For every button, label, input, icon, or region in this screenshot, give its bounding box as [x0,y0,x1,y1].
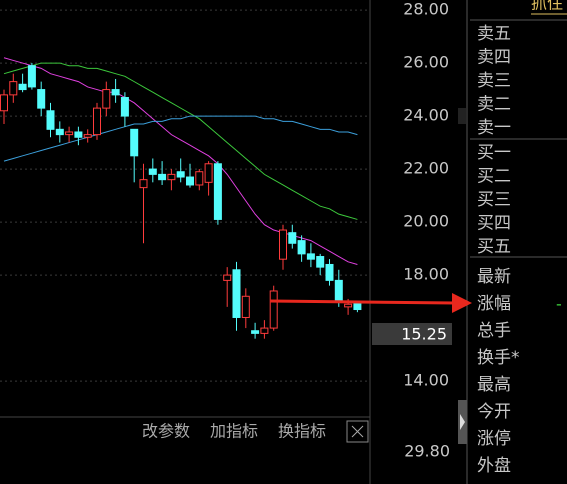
candle-body [186,176,194,186]
candle-body [167,173,176,181]
candle-body [232,269,241,318]
candle-body [279,229,287,260]
candle-body [55,128,64,136]
candle-body [260,327,269,334]
field-label: 外盘 [477,456,511,476]
y-tick-label: 26.00 [403,53,449,72]
moving-average [3,57,358,265]
candle-body [74,131,83,138]
candle-body [213,163,222,220]
toolbar-button[interactable]: 改参数 [142,422,190,441]
candle-body [241,295,250,318]
candle-body [111,89,120,96]
candle-body [204,163,213,183]
close-button[interactable] [346,420,369,443]
panel-title[interactable]: 抓住 [531,0,563,13]
y-tick-label: 28.00 [403,0,449,19]
moving-average [3,62,358,220]
ask-label: 卖五 [477,24,511,44]
candle-body [195,171,204,186]
candle-body [176,171,185,178]
candle-body [251,330,260,334]
candle-body [93,107,101,136]
bid-label: 买一 [477,143,511,163]
field-label: 涨幅 [477,294,511,314]
price-tag-box [372,323,452,345]
candle-body [27,65,36,88]
y-tick-label: 14.00 [403,371,449,390]
arrow-shaft [269,299,456,305]
candle-body [139,179,148,189]
bid-label: 买四 [477,214,511,234]
field-label: 换手* [477,348,520,368]
candle-body [325,263,334,281]
candle-body [65,131,74,136]
field-label: 今开 [477,402,511,422]
ask-label: 卖四 [477,48,511,68]
candle-body [334,279,343,303]
candle-body [269,290,278,329]
candle-body [37,89,46,109]
ask-label: 卖二 [477,95,511,115]
candle-body [120,97,129,117]
candle-body [130,128,139,157]
candle-body [83,134,92,138]
candle-body [316,256,325,268]
field-label: 涨停 [477,429,511,449]
indicator-axis-label: 29.80 [404,442,450,461]
candle-body [102,89,111,109]
field-label: 总手 [477,321,511,341]
bid-label: 买三 [477,190,511,210]
y-tick-label: 18.00 [403,265,449,284]
candle-body [344,303,353,308]
candle-body [158,173,167,181]
moving-average [3,115,358,162]
candle-body [46,110,55,130]
bid-label: 买五 [477,237,511,257]
price-tag: 15.25 [401,325,447,344]
candle-body [223,274,232,281]
candle-body [306,253,315,260]
arrow-head [452,293,472,313]
candle-body [18,83,27,91]
toolbar-button[interactable]: 加指标 [210,422,258,441]
y-tick-label: 22.00 [403,159,449,178]
field-label: 最高 [477,375,511,395]
handle[interactable] [458,108,466,124]
close-icon [351,425,364,438]
candle-body [288,232,297,244]
candle-body [9,81,18,96]
toolbar-button[interactable]: 换指标 [278,422,326,441]
candle-body [297,240,306,255]
candle-body [0,94,8,112]
bid-label: 买二 [477,167,511,187]
collapse-icon [460,414,465,430]
candlestick-chart [0,9,370,382]
field-label: 最新 [477,267,511,287]
y-tick-label: 20.00 [403,212,449,231]
ask-label: 卖三 [477,71,511,91]
ask-label: 卖一 [477,118,511,138]
change-value: - [556,295,562,314]
candle-body [148,168,157,175]
y-tick-label: 24.00 [403,106,449,125]
